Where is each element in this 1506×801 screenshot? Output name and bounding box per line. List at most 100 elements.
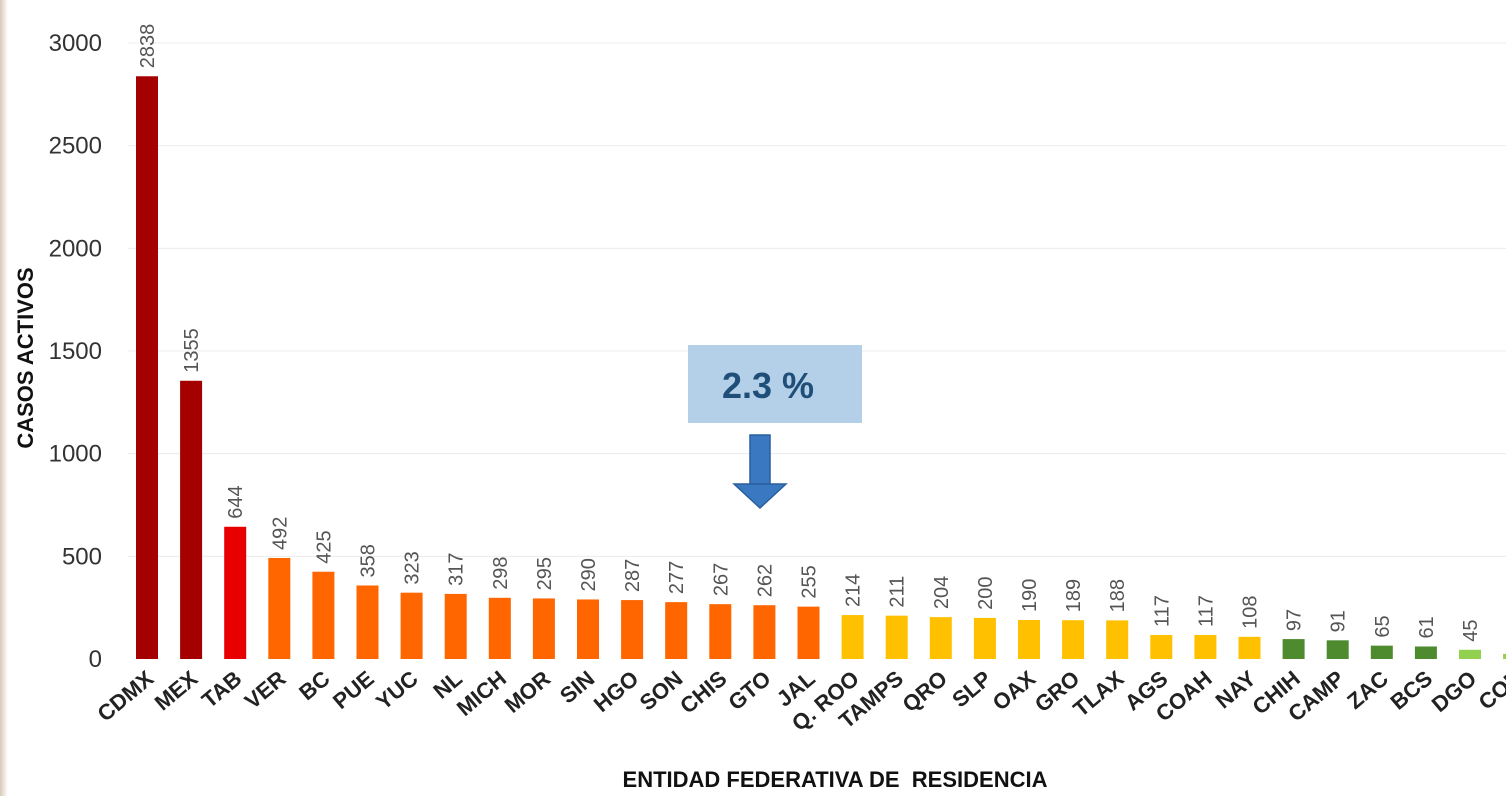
category-label: BC bbox=[294, 666, 334, 706]
bar bbox=[1194, 634, 1217, 659]
bar-value-label: 290 bbox=[578, 558, 600, 591]
category-label: SLP bbox=[947, 666, 996, 713]
bar-value-label: 45 bbox=[1460, 620, 1482, 642]
bar-value-label: 214 bbox=[843, 574, 865, 607]
category-label: YUC bbox=[371, 666, 423, 715]
y-tick-label: 2000 bbox=[49, 235, 102, 262]
bar-value-label: 323 bbox=[402, 551, 424, 584]
bar-value-label: 2838 bbox=[137, 24, 159, 69]
bar bbox=[180, 380, 203, 659]
bar bbox=[1414, 646, 1437, 659]
bar-value-label: 262 bbox=[754, 564, 776, 597]
bar-value-label: 255 bbox=[799, 565, 821, 598]
callout-text: 2.3 % bbox=[722, 365, 814, 406]
y-axis-title: CASOS ACTIVOS bbox=[13, 267, 38, 448]
bar-value-label: 358 bbox=[358, 544, 380, 577]
bar bbox=[753, 605, 776, 659]
bar bbox=[1062, 620, 1085, 659]
bar-value-label: 287 bbox=[622, 559, 644, 592]
bar-value-label: 1355 bbox=[181, 328, 203, 373]
bar-value-label: 211 bbox=[887, 576, 909, 608]
bar bbox=[797, 606, 820, 659]
category-label: HGO bbox=[589, 666, 643, 717]
bar bbox=[1370, 645, 1393, 659]
y-tick-label: 3000 bbox=[49, 30, 102, 57]
category-label: MEX bbox=[150, 665, 203, 715]
y-axis-ticks: 0 500 1000 1500 2000 2500 3000 bbox=[49, 30, 102, 673]
bar-value-label: 65 bbox=[1372, 615, 1394, 637]
bar-value-label: 189 bbox=[1063, 579, 1085, 612]
bar bbox=[444, 593, 467, 659]
bar bbox=[400, 592, 423, 659]
bar bbox=[1018, 619, 1040, 659]
category-label: VER bbox=[240, 666, 291, 714]
bar bbox=[1238, 636, 1261, 659]
y-tick-label: 1000 bbox=[49, 441, 102, 468]
category-label: DGO bbox=[1427, 666, 1481, 717]
bar-value-label: 25 bbox=[1504, 624, 1506, 646]
bar-value-label: 317 bbox=[446, 553, 468, 586]
bar bbox=[312, 571, 335, 659]
bar-value-labels: 2838 1355 644 492 425 358 323 317 298 295 290 287 27… bbox=[137, 24, 1506, 646]
bar bbox=[621, 600, 644, 659]
bar-value-label: 204 bbox=[931, 576, 953, 609]
category-label: OAX bbox=[988, 665, 1041, 715]
bar bbox=[224, 526, 247, 659]
category-label: TAB bbox=[197, 666, 246, 713]
bar-value-label: 188 bbox=[1107, 579, 1129, 612]
bar bbox=[1150, 634, 1173, 659]
bar bbox=[665, 602, 688, 659]
bar-value-label: 108 bbox=[1240, 595, 1262, 628]
category-label: BCS bbox=[1385, 666, 1437, 715]
bar bbox=[356, 585, 379, 659]
y-tick-label: 500 bbox=[62, 543, 102, 570]
category-label: GTO bbox=[723, 666, 775, 716]
category-label: MOR bbox=[500, 666, 555, 718]
bar-value-label: 298 bbox=[490, 556, 512, 589]
bar bbox=[1326, 640, 1349, 659]
category-label: CDMX bbox=[93, 665, 159, 726]
bars bbox=[136, 76, 1506, 660]
bar bbox=[885, 615, 908, 659]
bar bbox=[488, 597, 511, 659]
arrow-head bbox=[732, 483, 788, 510]
category-label: CHIS bbox=[675, 666, 731, 719]
bar bbox=[1106, 620, 1129, 659]
y-tick-label: 0 bbox=[89, 646, 102, 673]
bar bbox=[709, 604, 732, 659]
bar-value-label: 200 bbox=[975, 577, 997, 610]
x-axis-title: ENTIDAD FEDERATIVA DE RESIDENCIA bbox=[623, 767, 1048, 792]
bar bbox=[532, 598, 555, 659]
bar-value-label: 277 bbox=[666, 561, 688, 594]
category-label: TLAX bbox=[1068, 665, 1128, 721]
category-label: ZAC bbox=[1342, 666, 1393, 714]
category-label: MICH bbox=[452, 666, 511, 721]
callout-box bbox=[688, 345, 862, 423]
bar-value-label: 97 bbox=[1284, 609, 1306, 631]
bar bbox=[577, 599, 599, 659]
bar bbox=[1282, 639, 1305, 659]
arrow-shaft bbox=[749, 434, 771, 486]
bar bbox=[1503, 653, 1506, 659]
bar-value-label: 644 bbox=[225, 485, 247, 518]
bar bbox=[929, 617, 952, 659]
bar-value-label: 267 bbox=[710, 563, 732, 596]
bar bbox=[973, 617, 996, 659]
down-arrow-icon bbox=[732, 434, 788, 510]
bar-value-label: 61 bbox=[1416, 616, 1438, 638]
bar bbox=[136, 76, 158, 660]
bar-value-label: 117 bbox=[1151, 595, 1173, 627]
annotation-callout: 2.3 % bbox=[688, 345, 862, 510]
category-label: COL bbox=[1474, 666, 1506, 715]
bar bbox=[1459, 649, 1481, 659]
category-label: QRO bbox=[898, 666, 952, 717]
bar-value-label: 91 bbox=[1328, 610, 1350, 632]
grid-lines bbox=[128, 42, 1506, 557]
y-tick-label: 2500 bbox=[49, 133, 102, 160]
bar-value-label: 295 bbox=[534, 557, 556, 590]
category-label: PUE bbox=[328, 666, 379, 714]
bar-value-label: 190 bbox=[1019, 579, 1041, 612]
